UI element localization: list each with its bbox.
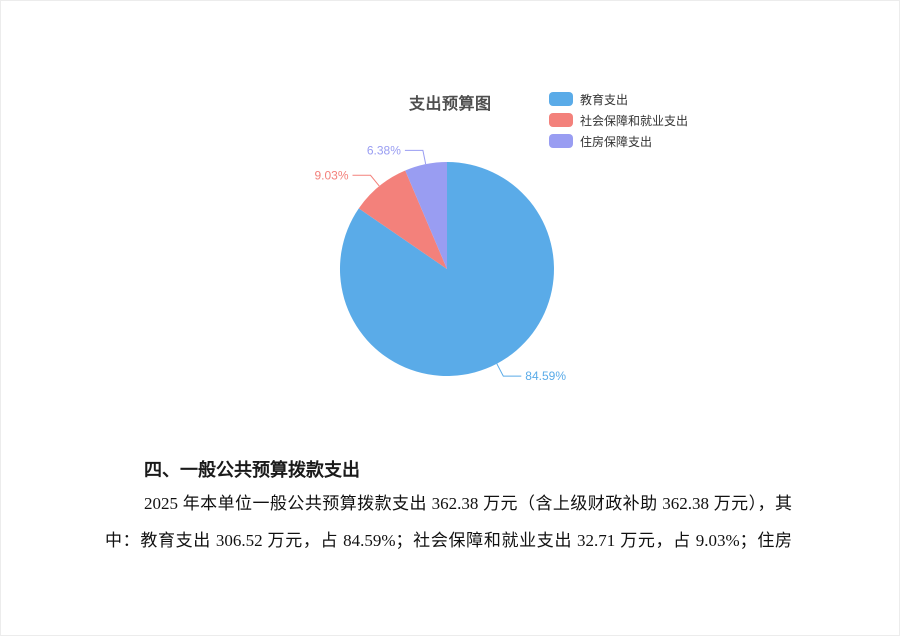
legend-swatch-icon <box>549 134 573 148</box>
pie-slice-1[interactable] <box>358 170 447 270</box>
legend-swatch-icon <box>549 113 573 127</box>
legend-swatch-icon <box>549 92 573 106</box>
pie-slice-0[interactable] <box>339 162 554 376</box>
pie-label-leader-line <box>496 363 522 377</box>
legend-label: 住房保障支出 <box>580 134 653 149</box>
chart-legend: 教育支出 社会保障和就业支出 住房保障支出 <box>549 92 689 149</box>
paragraph-line-2: 中：教育支出 306.52 万元，占 84.59%；社会保障和就业支出 32.7… <box>105 531 792 550</box>
pie-chart: 84.59% 9.03% 6.38% <box>314 143 566 383</box>
legend-label: 社会保障和就业支出 <box>580 113 689 128</box>
legend-item-housing[interactable]: 住房保障支出 <box>549 134 688 149</box>
text-block: 四、一般公共预算拨款支出 2025 年本单位一般公共预算拨款支出 362.38 … <box>105 456 792 553</box>
pie-slice-2[interactable] <box>405 162 447 269</box>
pie-percent-label: 84.59% <box>525 369 566 383</box>
legend-item-social-security[interactable]: 社会保障和就业支出 <box>549 113 689 128</box>
pie-label-leader-line <box>404 149 427 165</box>
pie-percent-label: 6.38% <box>367 143 401 157</box>
paragraph-line-1: 2025 年本单位一般公共预算拨款支出 362.38 万元（含上级财政补助 36… <box>144 494 792 513</box>
pie-percent-label: 9.03% <box>314 168 348 182</box>
legend-label: 教育支出 <box>580 92 629 107</box>
chart-title: 支出预算图 <box>409 96 492 113</box>
legend-item-education[interactable]: 教育支出 <box>549 92 688 107</box>
pie-label-leader-line <box>352 174 380 187</box>
section-heading: 四、一般公共预算拨款支出 <box>144 460 360 480</box>
